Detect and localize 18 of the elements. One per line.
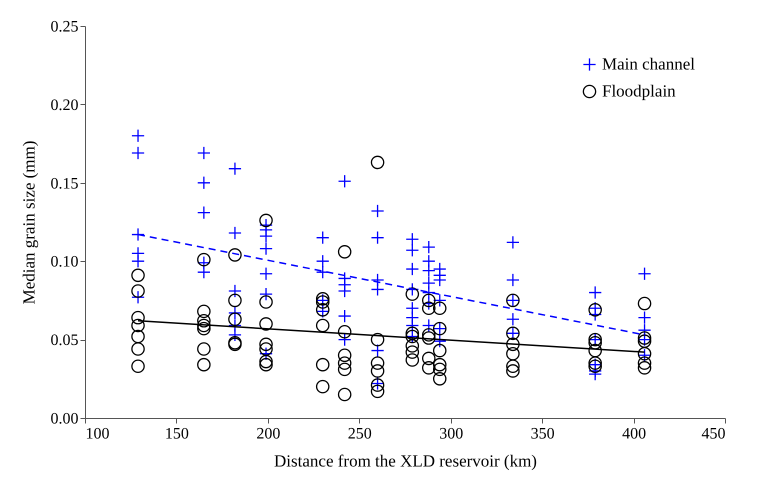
y-axis-title: Median grain size (mm) [20,140,38,304]
legend-label: Main channel [602,54,696,74]
x-tick-label: 350 [530,426,555,442]
x-tick-label: 300 [439,426,464,442]
x-tick-label: 200 [256,426,280,442]
x-tick-label: 100 [86,426,110,442]
x-tick-label: 400 [622,426,646,442]
y-tick-label: 0.00 [50,410,78,428]
y-tick-label: 0.25 [50,18,78,36]
y-tick-label: 0.15 [50,175,78,192]
x-tick-label: 150 [164,426,189,442]
x-tick-label: 450 [702,426,726,442]
x-tick-label: 250 [348,426,372,442]
x-axis-title: Distance from the XLD reservoir (km) [274,452,537,470]
y-tick-label: 0.10 [50,254,78,271]
y-tick-label: 0.05 [50,332,78,350]
y-tick-label: 0.20 [50,96,78,114]
legend-label: Floodplain [602,82,676,100]
